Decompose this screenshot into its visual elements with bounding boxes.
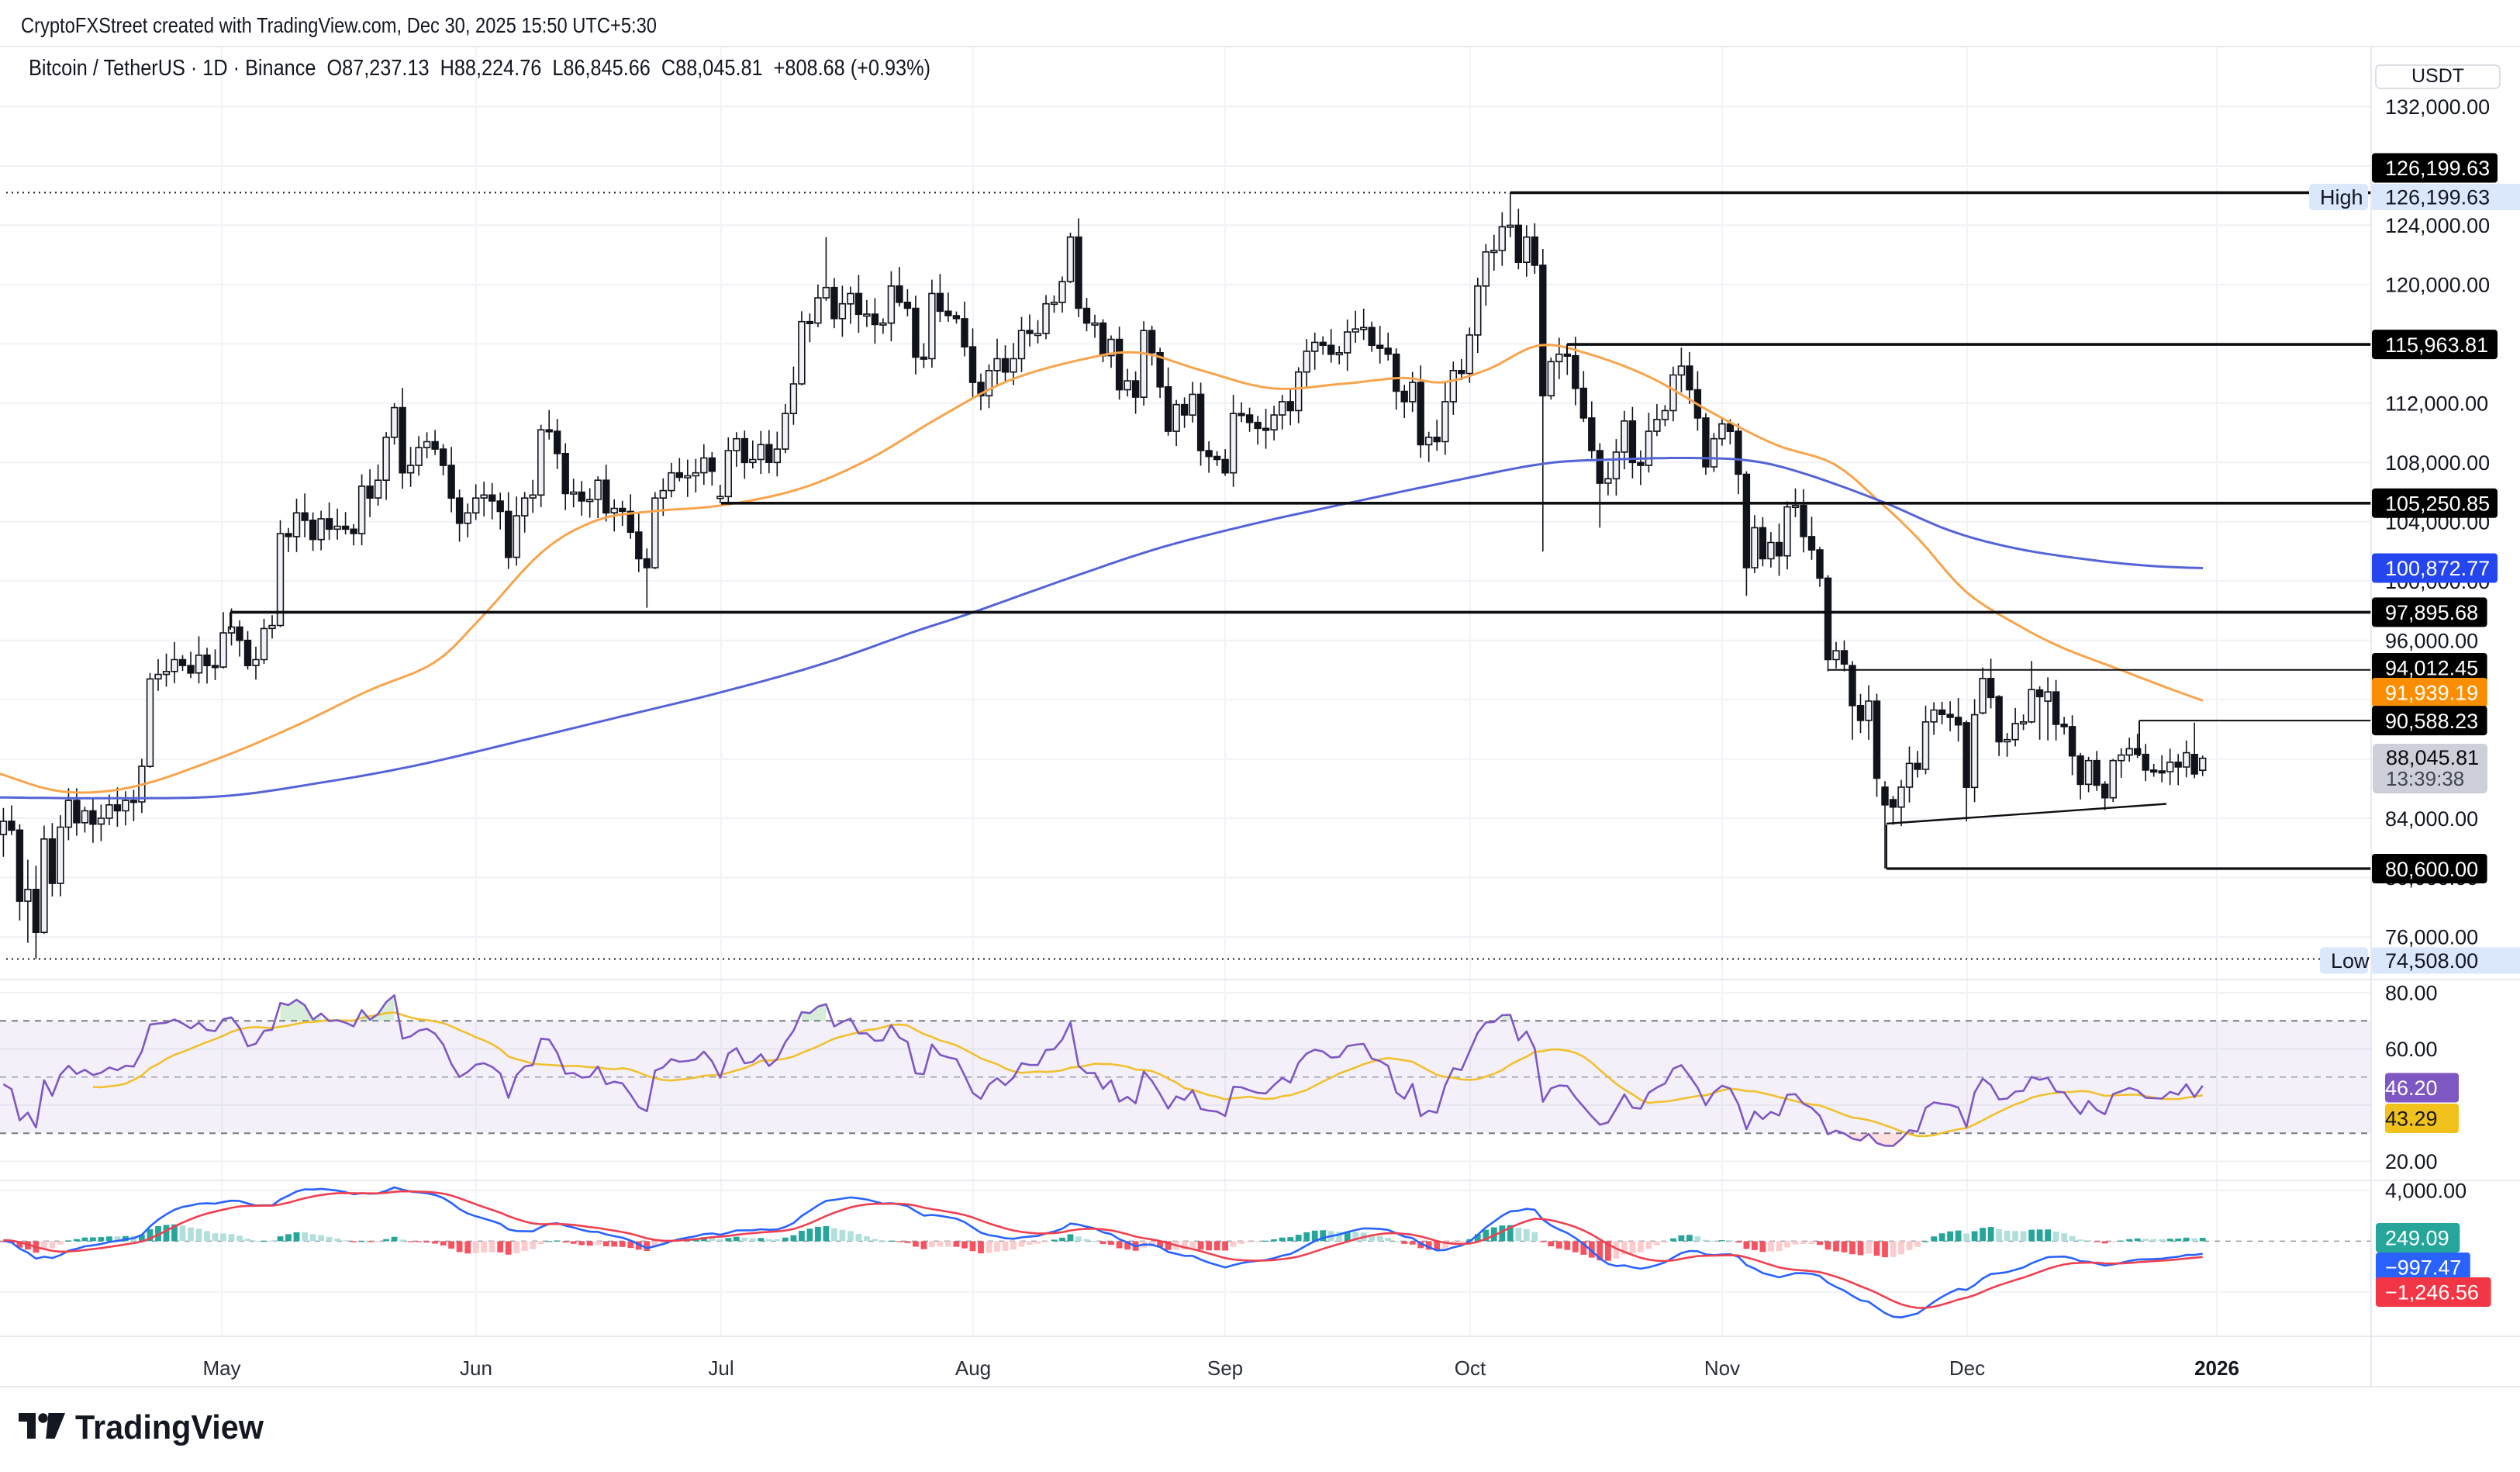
svg-text:100,872.77: 100,872.77: [2385, 557, 2490, 580]
svg-text:Oct: Oct: [1455, 1356, 1486, 1380]
svg-text:Nov: Nov: [1704, 1356, 1740, 1380]
svg-text:90,588.23: 90,588.23: [2385, 710, 2478, 733]
svg-text:115,963.81: 115,963.81: [2385, 333, 2488, 357]
svg-text:−997.47: −997.47: [2385, 1256, 2461, 1280]
svg-text:74,508.00: 74,508.00: [2385, 949, 2478, 973]
svg-text:20.00: 20.00: [2385, 1150, 2438, 1173]
svg-text:Jun: Jun: [460, 1356, 492, 1380]
svg-text:94,012.45: 94,012.45: [2385, 657, 2478, 680]
svg-text:249.09: 249.09: [2385, 1227, 2449, 1250]
svg-text:13:39:38: 13:39:38: [2386, 767, 2464, 790]
svg-text:4,000.00: 4,000.00: [2385, 1180, 2466, 1203]
svg-text:Jul: Jul: [708, 1356, 734, 1380]
svg-text:126,199.63: 126,199.63: [2385, 186, 2490, 209]
svg-text:108,000.00: 108,000.00: [2385, 451, 2490, 475]
svg-text:High: High: [2320, 186, 2363, 209]
svg-text:43.29: 43.29: [2385, 1107, 2438, 1131]
svg-text:97,895.68: 97,895.68: [2385, 601, 2478, 624]
svg-text:CryptoFXStreet created with Tr: CryptoFXStreet created with TradingView.…: [21, 13, 657, 37]
svg-text:Low: Low: [2331, 949, 2370, 973]
svg-text:Sep: Sep: [1207, 1356, 1243, 1380]
svg-text:May: May: [202, 1356, 240, 1380]
svg-text:84,000.00: 84,000.00: [2385, 807, 2478, 831]
svg-text:TradingView: TradingView: [75, 1408, 264, 1446]
svg-text:120,000.00: 120,000.00: [2385, 274, 2490, 297]
svg-text:80.00: 80.00: [2385, 982, 2438, 1005]
svg-text:91,939.19: 91,939.19: [2385, 682, 2478, 705]
svg-text:126,199.63: 126,199.63: [2385, 157, 2490, 180]
svg-text:88,045.81: 88,045.81: [2386, 746, 2479, 769]
svg-text:105,250.85: 105,250.85: [2385, 492, 2490, 516]
svg-text:80,600.00: 80,600.00: [2385, 858, 2478, 881]
svg-text:Bitcoin / TetherUS · 1D · Bina: Bitcoin / TetherUS · 1D · Binance O87,23…: [29, 56, 930, 81]
svg-text:−1,246.56: −1,246.56: [2385, 1281, 2479, 1304]
svg-text:60.00: 60.00: [2385, 1038, 2438, 1061]
svg-text:2026: 2026: [2194, 1356, 2239, 1380]
svg-text:112,000.00: 112,000.00: [2385, 392, 2488, 416]
svg-text:USDT: USDT: [2411, 65, 2464, 87]
svg-text:132,000.00: 132,000.00: [2385, 95, 2490, 119]
svg-text:Dec: Dec: [1949, 1356, 1985, 1380]
svg-text:Aug: Aug: [955, 1356, 991, 1380]
svg-text:124,000.00: 124,000.00: [2385, 214, 2490, 237]
svg-text:76,000.00: 76,000.00: [2385, 926, 2478, 949]
svg-text:46.20: 46.20: [2385, 1076, 2438, 1100]
svg-text:96,000.00: 96,000.00: [2385, 629, 2478, 652]
